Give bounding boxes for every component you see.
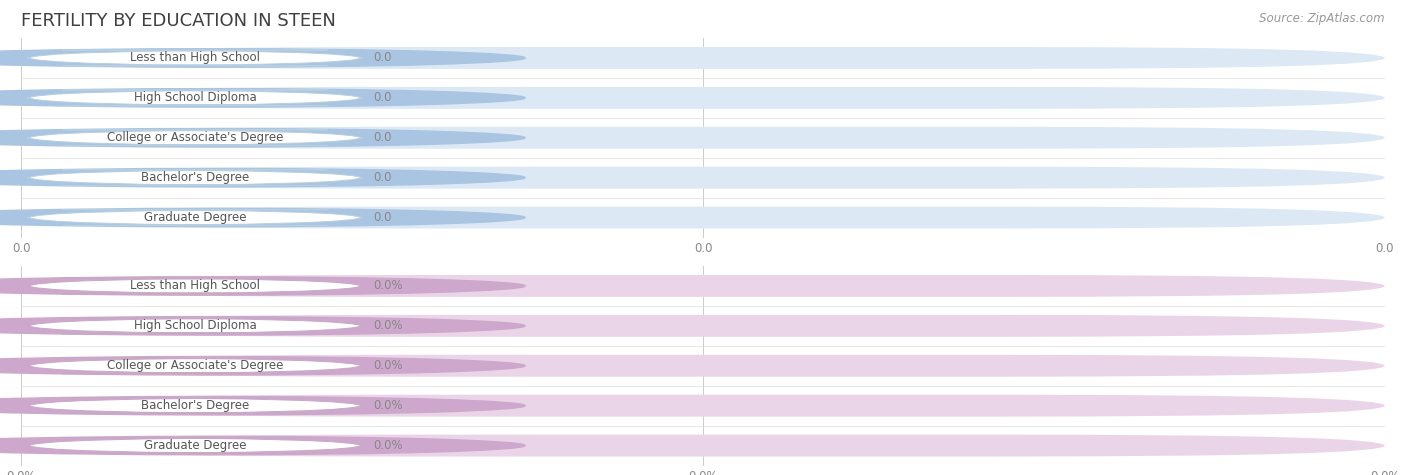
Text: 0.0: 0.0 [373, 211, 391, 224]
Text: Graduate Degree: Graduate Degree [143, 439, 246, 452]
Circle shape [0, 437, 526, 455]
FancyBboxPatch shape [21, 207, 1385, 228]
Text: Less than High School: Less than High School [129, 51, 260, 65]
FancyBboxPatch shape [28, 170, 363, 186]
Text: Less than High School: Less than High School [129, 279, 260, 293]
Text: 0.0: 0.0 [373, 171, 391, 184]
Text: Source: ZipAtlas.com: Source: ZipAtlas.com [1260, 12, 1385, 25]
Text: 0.0%: 0.0% [373, 399, 402, 412]
FancyBboxPatch shape [21, 167, 1385, 189]
Text: 0.0: 0.0 [373, 51, 391, 65]
Text: FERTILITY BY EDUCATION IN STEEN: FERTILITY BY EDUCATION IN STEEN [21, 12, 336, 30]
FancyBboxPatch shape [28, 437, 363, 454]
FancyBboxPatch shape [28, 358, 363, 374]
Text: 0.0%: 0.0% [373, 439, 402, 452]
FancyBboxPatch shape [28, 50, 363, 66]
Text: 0.0%: 0.0% [373, 359, 402, 372]
Circle shape [0, 357, 526, 375]
Text: Bachelor's Degree: Bachelor's Degree [141, 399, 249, 412]
Circle shape [0, 129, 526, 147]
Text: College or Associate's Degree: College or Associate's Degree [107, 131, 283, 144]
FancyBboxPatch shape [28, 398, 363, 414]
Text: High School Diploma: High School Diploma [134, 319, 256, 332]
FancyBboxPatch shape [28, 278, 363, 294]
FancyBboxPatch shape [28, 318, 363, 334]
FancyBboxPatch shape [21, 435, 1385, 456]
Circle shape [0, 209, 526, 227]
FancyBboxPatch shape [21, 87, 1385, 109]
FancyBboxPatch shape [28, 130, 363, 146]
Text: Bachelor's Degree: Bachelor's Degree [141, 171, 249, 184]
FancyBboxPatch shape [21, 47, 1385, 69]
Circle shape [0, 169, 526, 187]
FancyBboxPatch shape [21, 315, 1385, 337]
Text: College or Associate's Degree: College or Associate's Degree [107, 359, 283, 372]
Circle shape [0, 397, 526, 415]
Text: 0.0%: 0.0% [373, 319, 402, 332]
Text: 0.0%: 0.0% [373, 279, 402, 293]
FancyBboxPatch shape [28, 90, 363, 106]
Circle shape [0, 277, 526, 295]
Circle shape [0, 89, 526, 107]
Circle shape [0, 317, 526, 335]
Text: 0.0: 0.0 [373, 131, 391, 144]
Text: High School Diploma: High School Diploma [134, 91, 256, 104]
FancyBboxPatch shape [21, 127, 1385, 149]
Circle shape [0, 49, 526, 67]
FancyBboxPatch shape [21, 355, 1385, 377]
FancyBboxPatch shape [21, 395, 1385, 417]
FancyBboxPatch shape [28, 209, 363, 226]
Text: Graduate Degree: Graduate Degree [143, 211, 246, 224]
FancyBboxPatch shape [21, 275, 1385, 297]
Text: 0.0: 0.0 [373, 91, 391, 104]
